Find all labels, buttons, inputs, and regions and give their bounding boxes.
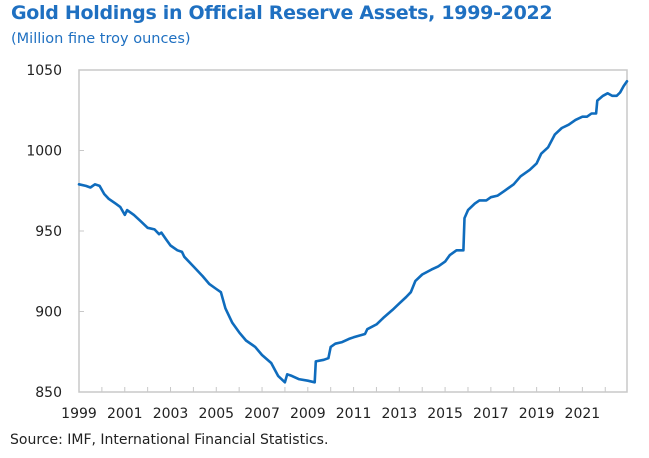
- x-tick-label: 2015: [427, 406, 463, 422]
- y-axis: 850 900 950 1000 1050: [26, 63, 84, 401]
- y-tick-label: 900: [35, 305, 62, 321]
- x-tick-label: 2005: [198, 406, 234, 422]
- y-tick-label: 950: [35, 224, 62, 240]
- series-line: [77, 80, 629, 384]
- chart-subtitle: (Million fine troy ounces): [11, 31, 191, 47]
- x-tick-label: 2019: [519, 406, 555, 422]
- y-tick-label: 850: [35, 385, 62, 401]
- x-tick-label: 2001: [107, 406, 143, 422]
- x-tick-label: 2021: [565, 406, 601, 422]
- source-note: Source: IMF, International Financial Sta…: [10, 432, 329, 448]
- chart-title: Gold Holdings in Official Reserve Assets…: [11, 2, 553, 24]
- x-tick-label: 1999: [61, 406, 97, 422]
- y-tick-label: 1050: [26, 63, 62, 79]
- x-tick-label: 2003: [153, 406, 189, 422]
- x-tick-label: 2009: [290, 406, 326, 422]
- y-tick-label: 1000: [26, 144, 62, 160]
- x-tick-label: 2013: [382, 406, 418, 422]
- x-axis: 1999 2001 2003 2005 2007 2009 2011 2013 2015 2017…: [61, 387, 606, 422]
- x-tick-label: 2011: [336, 406, 372, 422]
- x-tick-label: 2007: [244, 406, 280, 422]
- series-group: [77, 80, 629, 384]
- x-tick-label: 2017: [473, 406, 509, 422]
- plot-frame: [78, 69, 628, 393]
- plot-border: [78, 69, 628, 393]
